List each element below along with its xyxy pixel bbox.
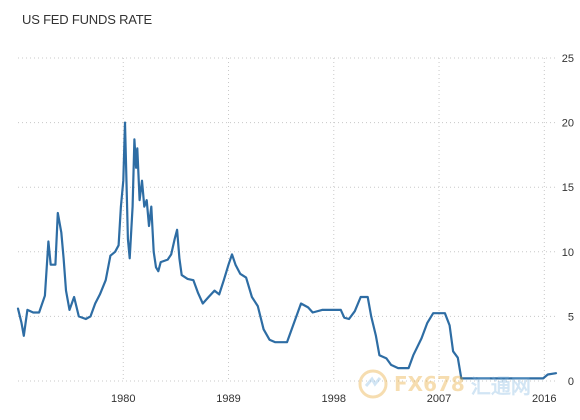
- y-tick-label: 0: [568, 376, 574, 388]
- series-layer: [16, 121, 558, 380]
- x-tick-label: 1989: [216, 393, 240, 405]
- chart-title: US FED FUNDS RATE: [22, 12, 152, 27]
- y-tick-label: 5: [568, 311, 574, 323]
- series-line-0: [16, 121, 558, 380]
- y-tick-label: 25: [562, 53, 574, 65]
- axis-ticks: 0 5 10 15 20 25 1980 1989 1998 2007 2016: [111, 53, 574, 405]
- y-tick-label: 15: [562, 182, 574, 194]
- grid: [18, 57, 556, 382]
- x-tick-label: 1998: [322, 393, 346, 405]
- y-tick-label: 20: [562, 118, 574, 130]
- x-tick-label: 2007: [427, 393, 451, 405]
- x-tick-label: 2016: [532, 393, 556, 405]
- x-tick-label: 1980: [111, 393, 135, 405]
- y-tick-label: 10: [562, 247, 574, 259]
